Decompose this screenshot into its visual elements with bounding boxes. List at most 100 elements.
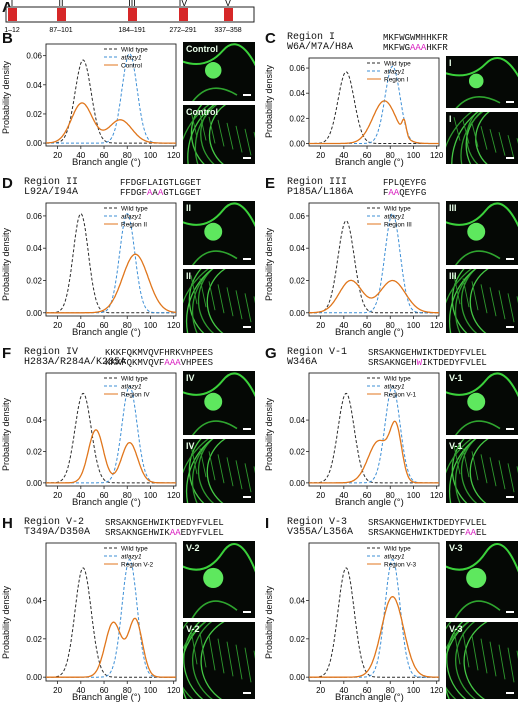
scale-bar: [506, 101, 514, 103]
legend-entry: Wild type: [121, 546, 148, 553]
y-axis-label: Probability density: [264, 397, 274, 471]
series-line-0: [46, 213, 176, 314]
panel-f: F Region IV H283A/R284A/K285A KKKFQKMVQVFHR…: [0, 345, 257, 510]
micrograph-label: V-2: [186, 543, 200, 553]
plot-frame: [308, 372, 440, 487]
legend-entry: Region V-3: [384, 562, 417, 569]
y-tick-label: 0.02: [26, 447, 42, 456]
mutation-label: T349A/D350A: [24, 527, 91, 538]
y-axis-label: Probability density: [1, 397, 11, 471]
micrograph-label: II: [186, 203, 192, 213]
x-tick-label: 120: [430, 491, 444, 500]
micrograph-label: V-3: [449, 543, 463, 553]
sequence-wildtype: MKFWGWMHHKFR: [383, 33, 448, 43]
scale-bar: [506, 428, 514, 430]
x-tick-label: 60: [363, 151, 372, 160]
seq-mutated-residue: AAA: [410, 43, 427, 53]
series-line-0: [309, 71, 439, 144]
seq-segment: HKFR: [426, 43, 448, 53]
series-line-2: [46, 253, 177, 314]
micrograph-label: I: [449, 114, 452, 124]
x-tick-label: 40: [76, 151, 85, 160]
y-tick-label: 0.00: [26, 673, 42, 682]
scale-bar: [506, 258, 514, 260]
micrograph-label: V-1: [449, 373, 463, 383]
region-title: Region III: [287, 177, 348, 188]
x-tick-label: 60: [100, 686, 109, 695]
scale-bar: [243, 496, 251, 498]
seq-segment: MKFWG: [383, 43, 411, 53]
seq-segment: SRSAKNGEHWIKTDEDYFVLEL: [368, 348, 487, 358]
y-tick-label: 0.02: [289, 635, 305, 644]
x-tick-label: 120: [430, 321, 444, 330]
scale-bar: [243, 428, 251, 430]
seq-segment: FFDGFLAIGTLGGET: [120, 178, 202, 188]
legend-entry: Wild type: [384, 61, 411, 68]
region-title: Region I: [287, 32, 336, 43]
legend-entry: Control: [121, 63, 143, 70]
micrograph-cell: V-2: [183, 541, 255, 618]
seq-segment: SRSAKNGEHWIKTDEDYFVLEL: [105, 518, 224, 528]
seq-segment: A: [152, 188, 158, 198]
sequence-wildtype: SRSAKNGEHWIKTDEDYFVLEL: [368, 518, 487, 528]
domain-range: 184–191: [118, 27, 145, 34]
y-tick-label: 0.02: [26, 276, 42, 285]
panel-d: D Region II L92A/I94A FFDGFLAIGTLGGET FFDGFA…: [0, 175, 257, 340]
y-tick-label: 0.04: [26, 81, 42, 90]
domain-range: 337–358: [214, 27, 241, 34]
seq-segment: VHPEES: [180, 358, 214, 368]
y-tick-label: 0.06: [289, 64, 305, 73]
seq-segment: SRSAKNGEHWIK: [105, 528, 170, 538]
domain-range: 272–291: [169, 27, 196, 34]
series-line-2: [309, 596, 439, 678]
legend-entry: atlazy1: [121, 214, 142, 221]
x-tick-label: 80: [123, 686, 132, 695]
x-tick-label: 40: [76, 321, 85, 330]
y-axis-label: Probability density: [1, 585, 11, 659]
micrograph-tissue: Control: [183, 105, 255, 164]
sequence-wildtype: FPLQEYFG: [383, 178, 426, 188]
series-line-0: [309, 567, 439, 678]
density-chart: 20 40 60 80 100 120 0.00 0.02 0.04 0.06 Wild typea…: [26, 202, 181, 330]
series-line-1: [309, 213, 439, 314]
micrograph-label: V-3: [449, 624, 463, 634]
y-axis-label: Probability density: [264, 227, 274, 301]
x-tick-label: 100: [144, 321, 158, 330]
panel-label: I: [265, 515, 270, 532]
micrograph-cell: III: [446, 201, 518, 265]
y-tick-label: 0.00: [26, 139, 42, 148]
panel-label: H: [2, 515, 13, 532]
x-axis-label: Branch angle (°): [335, 497, 404, 508]
plot-frame: [308, 202, 440, 317]
domain-schematic: I 1–12 II 87–101 III 184–191 IV 272–291 V 337–358: [4, 0, 255, 34]
panel-h: H Region V-2 T349A/D350A SRSAKNGEHWIKTDEDYF…: [0, 515, 257, 705]
series-line-2: [46, 102, 176, 144]
mutation-label: V355A/L356A: [287, 527, 354, 538]
micrograph-cell: Control: [183, 42, 255, 101]
micrograph-label: V-1: [449, 441, 463, 451]
y-axis-label: Probability density: [1, 227, 11, 301]
x-tick-label: 40: [339, 151, 348, 160]
x-tick-label: 100: [144, 491, 158, 500]
series-line-1: [46, 53, 176, 144]
x-tick-label: 20: [316, 686, 325, 695]
y-tick-label: 0.06: [289, 212, 305, 221]
seq-segment: GTLGGET: [163, 188, 202, 198]
series-line-1: [309, 385, 439, 484]
seq-mutated-residue: AA: [169, 528, 181, 538]
plot-frame: [45, 372, 177, 487]
cell-image: [446, 372, 518, 435]
x-tick-label: 40: [76, 491, 85, 500]
micrograph-label: Control: [186, 44, 218, 54]
micrograph-cell: V-3: [446, 541, 518, 618]
y-tick-label: 0.04: [26, 597, 42, 606]
x-tick-label: 40: [339, 686, 348, 695]
domain-numeral: II: [58, 0, 63, 8]
x-tick-label: 20: [316, 491, 325, 500]
domain-range: 87–101: [49, 27, 72, 34]
tissue-image: [446, 439, 518, 503]
y-tick-label: 0.04: [289, 244, 305, 253]
scale-bar: [243, 326, 251, 328]
y-tick-label: 0.04: [289, 597, 305, 606]
legend-entry: Wild type: [384, 376, 411, 383]
